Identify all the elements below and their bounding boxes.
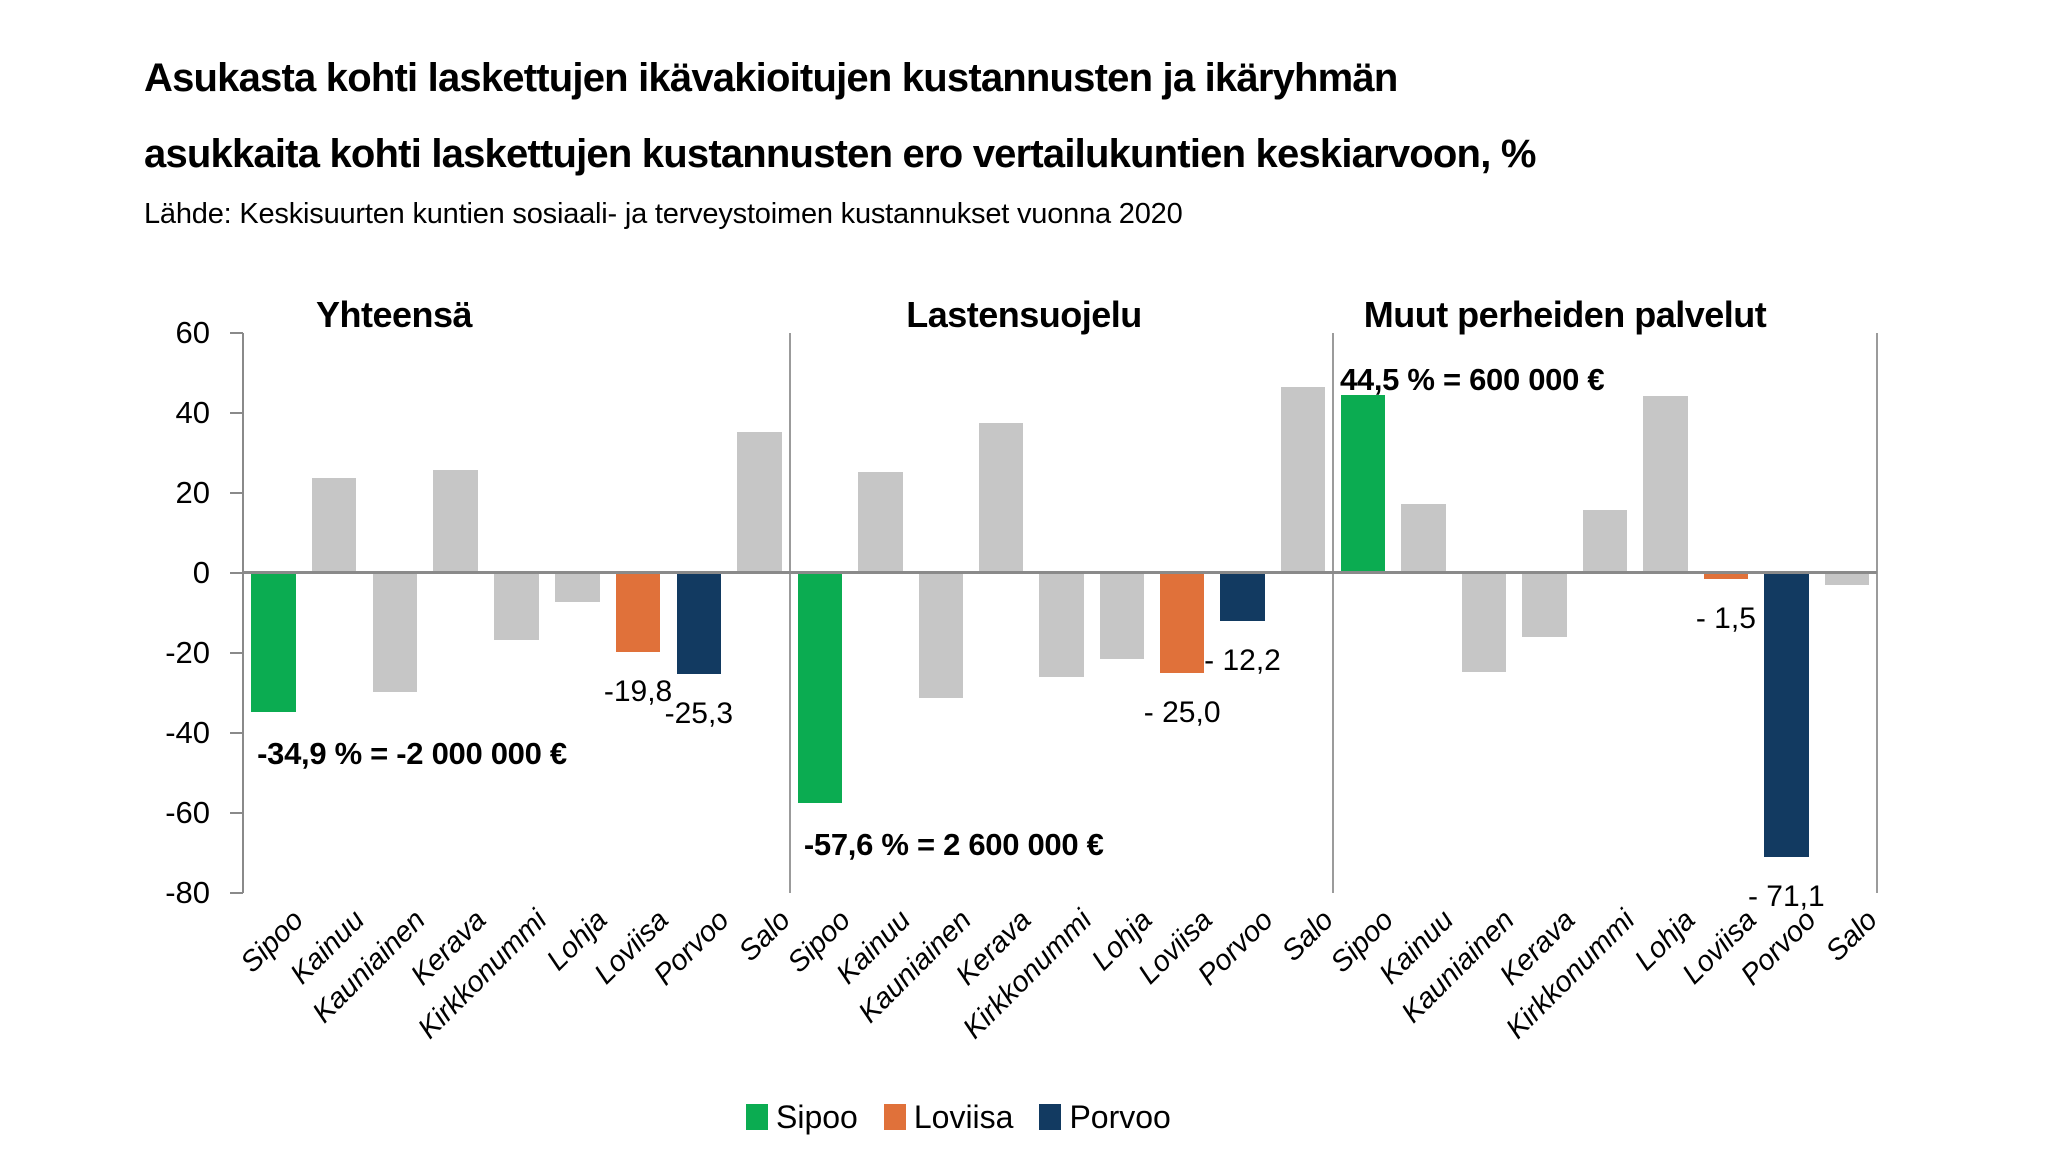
bar-lastensuojelu-salo bbox=[1280, 387, 1326, 573]
legend: Sipoo Loviisa Porvoo bbox=[746, 1099, 1171, 1135]
legend-item-loviisa: Loviisa bbox=[883, 1099, 1014, 1135]
legend-swatch-porvoo bbox=[1039, 1104, 1062, 1130]
y-axis-tick-mark bbox=[230, 811, 243, 814]
bar-yhteens--kainuu bbox=[311, 478, 357, 573]
bar-muut-perheiden-palvelut-sipoo bbox=[1340, 394, 1386, 573]
bar-yhteens--salo bbox=[737, 431, 782, 573]
bar-lastensuojelu-kauniainen bbox=[918, 572, 964, 699]
bar-yhteens--kerava bbox=[433, 470, 478, 573]
callout-annotation: -34,9 % = -2 000 000 € bbox=[257, 736, 567, 772]
bar-yhteens--porvoo bbox=[676, 572, 722, 674]
panel-title: Lastensuojelu bbox=[906, 294, 1142, 335]
y-axis-tick-label: -60 bbox=[165, 794, 210, 830]
y-axis-tick-mark bbox=[230, 891, 243, 894]
bar-muut-perheiden-palvelut-lohja bbox=[1643, 396, 1688, 573]
chart-source: Lähde: Keskisuurten kuntien sosiaali- ja… bbox=[144, 198, 1183, 230]
y-axis-line bbox=[242, 332, 244, 893]
chart-title-line2: asukkaita kohti laskettujen kustannusten… bbox=[144, 132, 1536, 176]
y-axis-tick-label: 0 bbox=[192, 554, 210, 590]
bar-yhteens--lohja bbox=[555, 572, 600, 603]
bar-lastensuojelu-loviisa bbox=[1159, 572, 1205, 673]
y-axis-tick-mark bbox=[230, 651, 243, 654]
y-axis-tick-label: 60 bbox=[175, 314, 210, 350]
y-axis-tick-label: -40 bbox=[165, 714, 210, 750]
legend-swatch-loviisa bbox=[883, 1104, 906, 1130]
y-axis-tick-label: -20 bbox=[165, 634, 210, 670]
y-axis-tick-label: 20 bbox=[175, 474, 210, 510]
bar-value-label: - 12,2 bbox=[1204, 644, 1281, 678]
bar-muut-perheiden-palvelut-salo bbox=[1824, 572, 1870, 585]
callout-annotation: 44,5 % = 600 000 € bbox=[1339, 361, 1605, 397]
y-axis-tick-mark bbox=[230, 571, 243, 574]
y-axis-tick-label: -80 bbox=[165, 874, 210, 910]
bar-lastensuojelu-kirkkonummi bbox=[1039, 572, 1084, 677]
y-axis-tick-mark bbox=[230, 731, 243, 734]
panel-divider bbox=[789, 332, 791, 893]
bar-yhteens--kauniainen bbox=[372, 572, 418, 693]
bar-muut-perheiden-palvelut-loviisa bbox=[1703, 572, 1749, 579]
legend-label: Sipoo bbox=[776, 1099, 858, 1135]
bar-muut-perheiden-palvelut-kauniainen bbox=[1461, 572, 1507, 672]
legend-label: Porvoo bbox=[1069, 1099, 1171, 1135]
bar-muut-perheiden-palvelut-kerava bbox=[1522, 572, 1567, 637]
legend-item-sipoo: Sipoo bbox=[746, 1099, 858, 1135]
callout-annotation: -57,6 % = 2 600 000 € bbox=[803, 826, 1104, 862]
bar-yhteens--sipoo bbox=[251, 572, 296, 713]
chart-title-line1: Asukasta kohti laskettujen ikävakioituje… bbox=[144, 56, 1398, 100]
bar-lastensuojelu-sipoo bbox=[797, 572, 843, 803]
panel-title: Yhteensä bbox=[315, 294, 473, 335]
bar-muut-perheiden-palvelut-kirkkonummi bbox=[1582, 510, 1628, 573]
bar-yhteens--loviisa bbox=[615, 572, 661, 652]
bar-lastensuojelu-kainuu bbox=[858, 471, 903, 573]
bar-lastensuojelu-kerava bbox=[978, 423, 1024, 573]
panel-divider bbox=[1876, 332, 1878, 893]
legend-item-porvoo: Porvoo bbox=[1039, 1099, 1171, 1135]
bar-muut-perheiden-palvelut-kainuu bbox=[1401, 503, 1446, 573]
bar-muut-perheiden-palvelut-porvoo bbox=[1764, 572, 1809, 857]
zero-baseline bbox=[243, 571, 1877, 574]
y-axis-tick-mark bbox=[230, 491, 243, 494]
legend-swatch-sipoo bbox=[746, 1104, 768, 1130]
bar-value-label: - 71,1 bbox=[1747, 879, 1825, 913]
bar-value-label: -19,8 bbox=[603, 674, 673, 708]
legend-label: Loviisa bbox=[913, 1099, 1014, 1135]
bar-lastensuojelu-porvoo bbox=[1220, 572, 1265, 622]
bar-yhteens--kirkkonummi bbox=[494, 572, 539, 641]
y-axis-tick-mark bbox=[230, 411, 243, 414]
y-axis-tick-mark bbox=[230, 331, 243, 334]
bar-lastensuojelu-lohja bbox=[1099, 572, 1145, 659]
y-axis-tick-label: 40 bbox=[175, 394, 210, 430]
panel-divider bbox=[1332, 332, 1334, 893]
bar-value-label: - 1,5 bbox=[1695, 601, 1756, 635]
bar-value-label: -25,3 bbox=[664, 696, 734, 730]
panel-title: Muut perheiden palvelut bbox=[1363, 294, 1767, 335]
bar-value-label: - 25,0 bbox=[1143, 695, 1221, 729]
x-category-label: Salo bbox=[1819, 904, 1884, 968]
